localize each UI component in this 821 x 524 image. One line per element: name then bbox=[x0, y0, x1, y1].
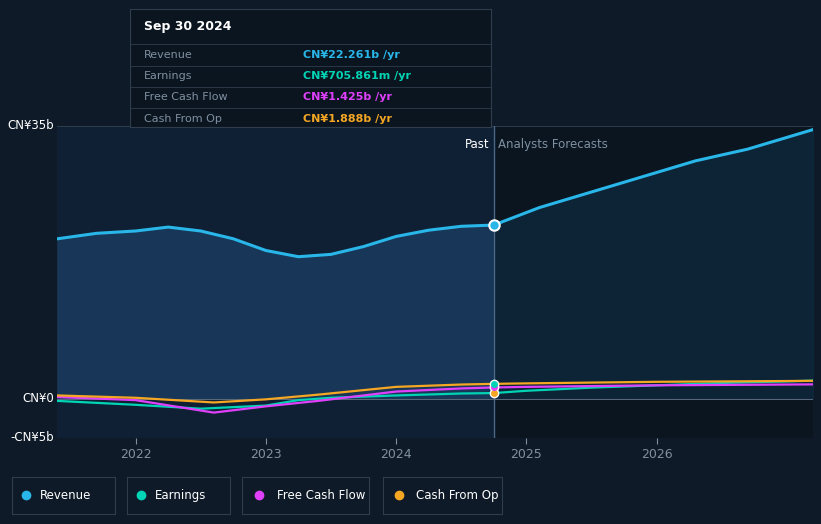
Bar bbox=[57, 126, 493, 438]
Text: -CN¥5b: -CN¥5b bbox=[10, 431, 53, 444]
Text: CN¥1.425b /yr: CN¥1.425b /yr bbox=[303, 92, 392, 102]
Text: Earnings: Earnings bbox=[144, 71, 193, 81]
Text: Sep 30 2024: Sep 30 2024 bbox=[144, 20, 232, 33]
Text: Revenue: Revenue bbox=[40, 489, 91, 501]
Text: Past: Past bbox=[466, 138, 490, 151]
Text: CN¥705.861m /yr: CN¥705.861m /yr bbox=[303, 71, 411, 81]
Text: Revenue: Revenue bbox=[144, 50, 193, 60]
Text: Analysts Forecasts: Analysts Forecasts bbox=[498, 138, 608, 151]
Text: Earnings: Earnings bbox=[155, 489, 206, 501]
Text: CN¥22.261b /yr: CN¥22.261b /yr bbox=[303, 50, 400, 60]
Text: CN¥0: CN¥0 bbox=[22, 392, 53, 405]
Text: CN¥1.888b /yr: CN¥1.888b /yr bbox=[303, 114, 392, 124]
Text: CN¥35b: CN¥35b bbox=[7, 119, 53, 132]
Bar bbox=[493, 126, 813, 438]
Text: Cash From Op: Cash From Op bbox=[415, 489, 498, 501]
Text: Free Cash Flow: Free Cash Flow bbox=[144, 92, 227, 102]
Text: Cash From Op: Cash From Op bbox=[144, 114, 222, 124]
Text: Free Cash Flow: Free Cash Flow bbox=[277, 489, 365, 501]
